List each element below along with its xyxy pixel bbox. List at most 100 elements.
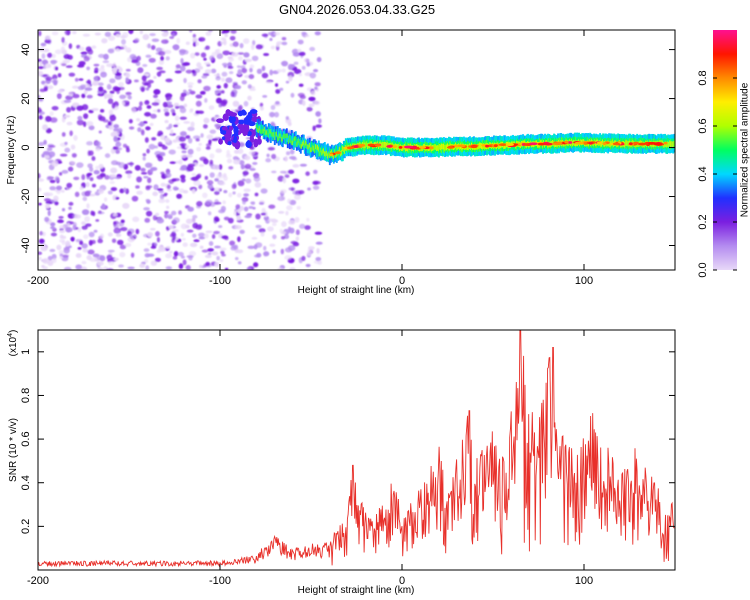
snr-y-ticks: 0.2 0.4 0.6 0.8 1	[20, 349, 675, 534]
spectrogram-ridge-mark	[261, 124, 264, 133]
spectrogram-noise-mark	[306, 217, 310, 222]
spectrogram-noise-mark	[38, 238, 45, 244]
spectrogram-noise-mark	[164, 137, 170, 143]
spectrogram-noise-mark	[223, 216, 230, 221]
spectrogram-noise-mark	[241, 178, 246, 182]
x-tick-label: -100	[209, 275, 231, 287]
spectrogram-ridge-mark	[340, 145, 343, 155]
spectrogram-hotspot-mark	[612, 142, 620, 146]
spectrogram-noise-mark	[114, 30, 121, 33]
spectrogram-noise-mark	[164, 172, 172, 178]
spectrogram-noise-mark	[109, 181, 115, 185]
spectrogram-ridge-mark	[672, 141, 675, 148]
spectrogram-ridge-mark	[266, 131, 269, 136]
spectrogram-ridge-mark	[384, 141, 387, 148]
spectrogram-ridge-mark	[324, 151, 327, 157]
spectrogram-noise-mark	[73, 134, 78, 141]
spectrogram-ridge-mark	[239, 126, 246, 134]
spectrogram-ridge-mark	[259, 129, 262, 134]
spectrogram-noise-mark	[107, 232, 113, 237]
spectrogram-noise-mark	[166, 184, 171, 190]
spectrogram-noise-mark	[294, 194, 301, 201]
spectrogram-noise-mark	[95, 219, 100, 222]
spectrogram-noise-mark	[165, 56, 170, 61]
spectrogram-noise-mark	[240, 205, 244, 211]
spectrogram-noise-mark	[160, 56, 165, 61]
spectrogram-noise-mark	[76, 105, 84, 111]
spectrogram-noise-mark	[144, 137, 149, 143]
spectrogram-ridge-mark	[284, 135, 287, 144]
spectrogram-noise-mark	[113, 130, 120, 136]
spectrogram-noise-mark	[229, 240, 236, 246]
spectrogram-noise-mark	[292, 178, 300, 184]
spectrogram-noise-mark	[192, 214, 198, 219]
spectrogram-ridge-mark	[327, 152, 330, 163]
spectrogram-noise-mark	[57, 73, 62, 78]
spectrogram-ridge-mark	[227, 141, 232, 146]
spectrogram-noise-mark	[224, 267, 229, 270]
spectrogram-ridge-mark	[342, 146, 345, 153]
spectrogram-noise-mark	[173, 251, 179, 257]
spectrogram-ridge-mark	[237, 110, 244, 117]
spectrogram-ridge-mark	[626, 140, 629, 146]
spectrogram-ridge-mark	[466, 144, 468, 150]
spectrogram-noise-mark	[304, 34, 310, 38]
spectrogram-noise-mark	[223, 173, 227, 178]
spectrogram-noise-mark	[158, 51, 166, 56]
spectrogram-noise-mark	[235, 85, 242, 90]
spectrogram-noise-mark	[80, 51, 88, 55]
spectrogram-ridge-mark	[315, 148, 318, 158]
spectrogram-noise-mark	[82, 33, 91, 37]
spectrogram-frame	[37, 29, 676, 271]
spectrogram-noise-mark	[172, 255, 178, 260]
snr-frame	[37, 329, 676, 571]
spectrogram-noise-mark	[151, 38, 160, 43]
spectrogram-noise-mark	[71, 85, 79, 89]
spectrogram-noise-mark	[153, 184, 159, 191]
spectrogram-noise-mark	[219, 247, 227, 251]
spectrogram-noise-mark	[106, 93, 114, 99]
spectrogram-noise-mark	[272, 222, 277, 227]
spectrogram-noise-mark	[247, 84, 252, 89]
spectrogram-hotspot-mark	[567, 141, 573, 144]
spectrogram-noise-mark	[209, 172, 215, 178]
spectrogram-hotspot-mark	[602, 142, 607, 146]
spectrogram-noise-mark	[68, 72, 76, 77]
spectrogram-noise-mark	[53, 195, 59, 202]
spectrogram-hotspot-mark	[574, 141, 584, 145]
spectrogram-noise-mark	[88, 125, 95, 131]
spectrogram-noise-mark	[221, 253, 226, 257]
spectrogram-hotspot-mark	[403, 145, 414, 149]
spectrogram-ridge-mark	[282, 133, 285, 138]
spectrogram-noise-mark	[185, 135, 191, 139]
spectrogram-noise-mark	[185, 69, 193, 74]
spectrogram-noise-mark	[224, 34, 229, 38]
y-tick-label: 20	[20, 92, 32, 104]
spectrogram-noise-mark	[168, 250, 173, 254]
spectrogram-noise-mark	[254, 181, 262, 188]
spectrogram-noise-mark	[44, 154, 50, 159]
spectrogram-ridge-mark	[397, 143, 400, 150]
spectrogram-ridge-mark	[243, 117, 251, 126]
spectrogram-noise-mark	[280, 235, 286, 240]
spectrogram-noise-mark	[204, 69, 212, 74]
y-tick-label: 0.6	[20, 431, 32, 446]
spectrogram-noise-mark	[236, 215, 242, 221]
spectrogram-noise-mark	[316, 57, 322, 63]
spectrogram-noise-mark	[176, 37, 181, 44]
spectrogram-noise-mark	[67, 166, 74, 172]
spectrogram-noise-mark	[221, 62, 228, 67]
spectrogram-ridge-mark	[256, 127, 259, 133]
spectrogram-noise-mark	[232, 191, 236, 195]
spectrogram-noise-mark	[281, 60, 288, 67]
spectrogram-ridge-mark	[310, 140, 313, 150]
spectrogram-ridge-mark	[226, 129, 232, 136]
spectrogram-noise-mark	[170, 108, 175, 113]
spectrogram-ridge-mark	[364, 142, 367, 149]
spectrogram-noise-mark	[134, 37, 140, 43]
spectrogram-noise-mark	[114, 257, 119, 261]
spectrogram-noise-mark	[302, 100, 306, 106]
y-tick-label: 0.4	[20, 475, 32, 490]
spectrogram-noise-mark	[240, 163, 245, 170]
spectrogram-noise-mark	[60, 189, 65, 193]
